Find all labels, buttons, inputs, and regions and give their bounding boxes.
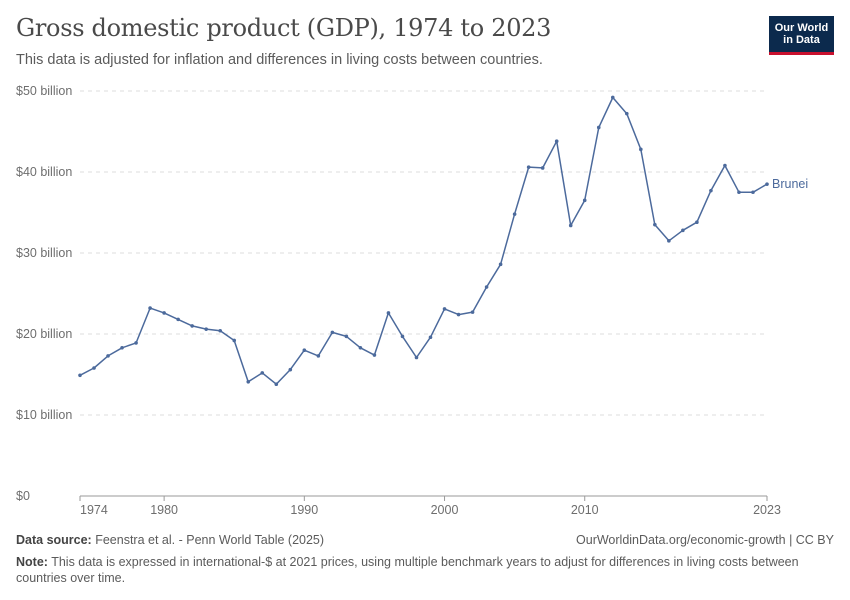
data-point[interactable] [723, 163, 727, 168]
x-tick-label: 1980 [150, 503, 178, 517]
data-point[interactable] [372, 353, 377, 357]
data-point[interactable] [751, 190, 755, 195]
data-point[interactable] [484, 285, 489, 289]
data-point[interactable] [526, 165, 531, 169]
data-point[interactable] [610, 95, 615, 100]
data-point[interactable] [428, 335, 433, 340]
data-point[interactable] [134, 341, 138, 345]
data-point[interactable] [512, 212, 517, 216]
source-url[interactable]: OurWorldinData.org/economic-growth | CC … [576, 533, 834, 547]
data-point[interactable] [582, 198, 587, 203]
note-label: Note: [16, 555, 48, 569]
note-text: This data is expressed in international-… [16, 555, 799, 585]
x-tick-label: 2000 [431, 503, 459, 517]
data-point[interactable] [92, 366, 96, 370]
y-tick-label: $40 billion [16, 165, 72, 179]
data-point[interactable] [695, 220, 699, 225]
data-point[interactable] [190, 324, 194, 328]
y-axis-ticks: $0 $10 billion $20 billion $30 billion $40 b… [16, 84, 72, 503]
owid-logo[interactable]: Our World in Data [769, 16, 834, 55]
data-point[interactable] [302, 348, 307, 353]
data-point[interactable] [442, 307, 447, 311]
data-point[interactable] [400, 334, 405, 339]
data-point[interactable] [653, 222, 657, 227]
data-point[interactable] [596, 125, 601, 130]
data-series[interactable]: Brunei [78, 95, 808, 387]
data-point[interactable] [246, 379, 251, 384]
x-tick-label: 2023 [753, 503, 781, 517]
data-point[interactable] [386, 311, 391, 315]
chart-title: Gross domestic product (GDP), 1974 to 20… [16, 14, 552, 42]
line-chart: $0 $10 billion $20 billion $30 billion $40 b… [16, 84, 808, 517]
data-point[interactable] [274, 382, 279, 387]
x-tick-label: 1990 [290, 503, 318, 517]
y-tick-label: $50 billion [16, 84, 72, 98]
data-point[interactable] [78, 373, 82, 378]
data-point[interactable] [681, 228, 685, 233]
data-point[interactable] [344, 334, 349, 339]
data-source: Data source: Feenstra et al. - Penn Worl… [16, 533, 324, 547]
data-point[interactable] [162, 311, 166, 315]
data-point[interactable] [288, 367, 293, 372]
data-point[interactable] [176, 317, 180, 322]
data-point[interactable] [540, 166, 545, 170]
source-link[interactable]: Feenstra et al. - Penn World Table (2025… [95, 533, 325, 547]
y-tick-label: $20 billion [16, 327, 72, 341]
y-tick-label: $10 billion [16, 408, 72, 422]
data-point[interactable] [414, 355, 419, 360]
x-axis: 1974 1980 1990 2000 2010 2023 [79, 495, 781, 517]
data-point[interactable] [765, 182, 769, 186]
data-point[interactable] [667, 239, 671, 243]
y-tick-label: $0 [16, 489, 30, 503]
data-point[interactable] [316, 354, 321, 358]
series-line-brunei[interactable] [79, 96, 768, 385]
data-point[interactable] [330, 330, 335, 335]
chart-note: Note: This data is expressed in internat… [16, 554, 834, 586]
data-point[interactable] [568, 223, 573, 228]
data-point[interactable] [260, 371, 265, 375]
data-point[interactable] [148, 306, 152, 310]
data-point[interactable] [709, 188, 713, 193]
series-label-brunei[interactable]: Brunei [772, 177, 808, 191]
data-point[interactable] [624, 111, 629, 116]
logo-line-2: in Data [783, 34, 820, 46]
x-tick-label: 1974 [80, 503, 108, 517]
data-point[interactable] [358, 345, 363, 350]
data-point[interactable] [498, 262, 503, 267]
y-tick-label: $30 billion [16, 246, 72, 260]
data-point[interactable] [232, 338, 237, 343]
data-point[interactable] [106, 354, 110, 358]
source-label: Data source: [16, 533, 92, 547]
data-point[interactable] [554, 139, 559, 144]
data-point[interactable] [120, 345, 124, 350]
data-point[interactable] [470, 310, 475, 314]
x-tick-label: 2010 [571, 503, 599, 517]
data-point[interactable] [737, 190, 741, 195]
data-point[interactable] [639, 147, 643, 152]
chart-subtitle: This data is adjusted for inflation and … [16, 52, 543, 68]
logo-line-1: Our World [774, 22, 829, 34]
data-point[interactable] [456, 312, 461, 317]
data-point[interactable] [204, 327, 208, 331]
grid-lines [80, 90, 767, 416]
data-point[interactable] [218, 328, 223, 333]
